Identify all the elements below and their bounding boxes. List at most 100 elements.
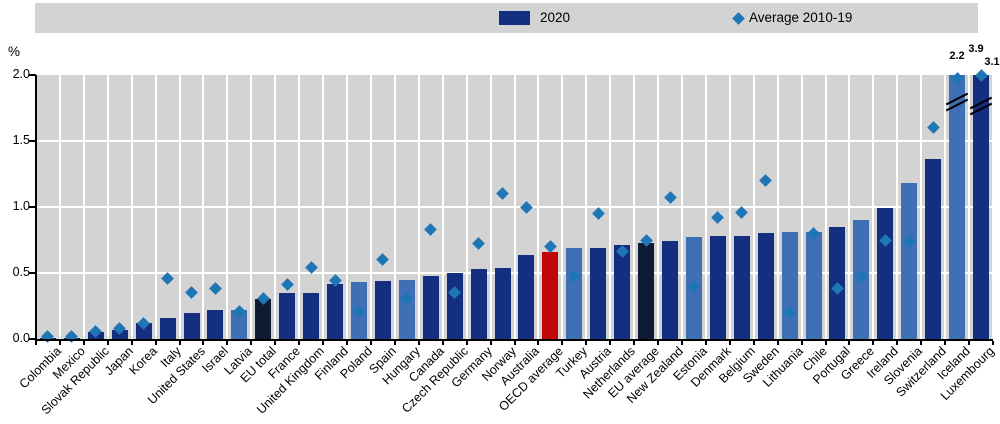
x-axis-tick <box>992 341 994 345</box>
gridline-vertical <box>944 75 947 339</box>
average-2010-19-diamond <box>376 253 390 267</box>
bar-2020 <box>135 323 152 339</box>
bar-2020 <box>255 299 272 339</box>
gridline-vertical <box>704 75 707 339</box>
x-axis-tick <box>58 341 61 345</box>
bar-2020 <box>542 251 559 339</box>
x-axis-tick <box>537 341 540 345</box>
average-2010-19-diamond <box>926 121 940 135</box>
clipped-value-label: 2.2 <box>949 50 965 62</box>
x-axis-tick <box>800 341 803 345</box>
y-axis-tick <box>29 74 36 76</box>
average-2010-19-diamond <box>209 282 222 296</box>
x-axis-tick <box>441 341 444 345</box>
bar-2020 <box>662 241 678 339</box>
gridline-vertical <box>896 75 899 339</box>
gridline-vertical <box>465 75 468 339</box>
average-2010-19-diamond <box>185 286 198 300</box>
x-axis-tick <box>178 341 181 345</box>
gridline-vertical <box>298 75 301 339</box>
gridline-vertical <box>441 75 444 339</box>
x-axis-tick <box>776 341 779 345</box>
bar-2020 <box>805 232 822 339</box>
bar-2020 <box>590 247 607 339</box>
y-tick-label: 1.0 <box>12 199 30 213</box>
x-axis-tick <box>250 341 253 345</box>
x-axis-tick <box>130 341 133 345</box>
bar-2020 <box>279 292 296 339</box>
x-axis-tick <box>920 341 923 345</box>
bar-2020 <box>781 232 798 339</box>
bar-2020 <box>470 269 487 339</box>
x-axis-tick <box>35 341 37 345</box>
axis-break-icon <box>945 92 969 112</box>
bar-2020 <box>614 245 631 339</box>
bar-2020 <box>877 208 894 339</box>
x-axis-tick <box>465 341 468 345</box>
x-axis-tick <box>106 341 109 345</box>
x-axis-tick <box>513 341 516 345</box>
bar-2020 <box>327 283 344 339</box>
x-axis-tick <box>896 341 899 345</box>
average-2010-19-diamond <box>711 211 725 224</box>
y-tick-label: 2.0 <box>12 67 30 81</box>
legend: 2020 Average 2010-19 <box>35 3 978 33</box>
gridline-vertical <box>226 75 229 339</box>
gridline-vertical <box>800 75 803 339</box>
plot-area <box>36 68 994 343</box>
bar-2020 <box>973 75 990 339</box>
gridline-vertical <box>824 75 827 339</box>
x-axis-tick <box>346 341 349 345</box>
bar-2020 <box>638 242 655 339</box>
legend-2020-swatch <box>499 11 530 25</box>
gridline-vertical <box>609 75 612 339</box>
y-tick-label: 0.5 <box>12 265 30 279</box>
x-axis-tick <box>298 341 301 345</box>
x-axis-tick <box>728 341 731 345</box>
bar-2020 <box>374 280 391 339</box>
x-axis-tick <box>680 341 683 345</box>
gridline-vertical <box>920 75 923 339</box>
bar-2020 <box>446 273 463 339</box>
bar-2020 <box>518 254 535 339</box>
gridline-vertical <box>82 75 85 339</box>
average-2010-19-diamond <box>520 200 533 214</box>
bar-2020 <box>709 236 726 339</box>
gridline-vertical <box>680 75 683 339</box>
x-axis-tick <box>872 341 875 345</box>
clipped-value-label: 3.9 <box>968 43 984 55</box>
gridline-vertical <box>417 75 420 339</box>
y-axis-line <box>35 75 37 341</box>
x-axis-tick <box>561 341 564 345</box>
bar-2020 <box>231 309 248 339</box>
bar-2020 <box>159 317 176 339</box>
bar-2020 <box>733 236 750 339</box>
x-axis-tick <box>226 341 229 345</box>
x-axis-tick <box>202 341 205 345</box>
bar-2020 <box>303 292 320 339</box>
gridline-vertical <box>489 75 492 339</box>
gridline-vertical <box>657 75 660 339</box>
x-axis-tick <box>704 341 707 345</box>
gridline-vertical <box>106 75 109 339</box>
gridline-vertical <box>872 75 875 339</box>
bar-2020 <box>949 75 966 339</box>
clipped-value-label: 3.1 <box>984 56 1000 68</box>
bar-2020 <box>398 279 415 339</box>
x-axis-tick <box>322 341 325 345</box>
gridline-vertical <box>728 75 731 339</box>
bar-2020 <box>183 312 200 339</box>
average-2010-19-diamond <box>280 278 294 292</box>
x-axis-tick <box>848 341 851 345</box>
bar-2020 <box>494 267 511 339</box>
x-axis-tick <box>274 341 277 345</box>
x-axis-tick <box>633 341 636 345</box>
legend-average-label: Average 2010-19 <box>749 10 853 25</box>
y-axis-tick <box>29 206 36 208</box>
gridline-vertical <box>561 75 564 339</box>
y-tick-label: 1.5 <box>12 133 30 147</box>
gridline-vertical <box>776 75 779 339</box>
average-2010-19-diamond <box>472 237 485 251</box>
gridline-vertical <box>633 75 636 339</box>
bar-2020 <box>422 275 439 339</box>
